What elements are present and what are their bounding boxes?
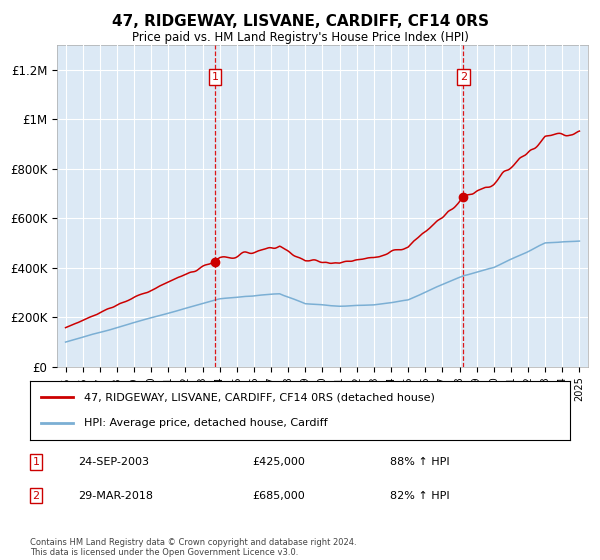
Text: 47, RIDGEWAY, LISVANE, CARDIFF, CF14 0RS: 47, RIDGEWAY, LISVANE, CARDIFF, CF14 0RS [112, 14, 488, 29]
Text: 2: 2 [460, 72, 467, 82]
Text: £425,000: £425,000 [252, 457, 305, 467]
Text: £685,000: £685,000 [252, 491, 305, 501]
Text: 1: 1 [212, 72, 218, 82]
Text: Price paid vs. HM Land Registry's House Price Index (HPI): Price paid vs. HM Land Registry's House … [131, 31, 469, 44]
Text: 2: 2 [32, 491, 40, 501]
Text: HPI: Average price, detached house, Cardiff: HPI: Average price, detached house, Card… [84, 418, 328, 428]
Text: 24-SEP-2003: 24-SEP-2003 [78, 457, 149, 467]
Text: 29-MAR-2018: 29-MAR-2018 [78, 491, 153, 501]
Text: 88% ↑ HPI: 88% ↑ HPI [390, 457, 449, 467]
Text: 1: 1 [32, 457, 40, 467]
Text: 47, RIDGEWAY, LISVANE, CARDIFF, CF14 0RS (detached house): 47, RIDGEWAY, LISVANE, CARDIFF, CF14 0RS… [84, 392, 435, 402]
Text: Contains HM Land Registry data © Crown copyright and database right 2024.
This d: Contains HM Land Registry data © Crown c… [30, 538, 356, 557]
Text: 82% ↑ HPI: 82% ↑ HPI [390, 491, 449, 501]
